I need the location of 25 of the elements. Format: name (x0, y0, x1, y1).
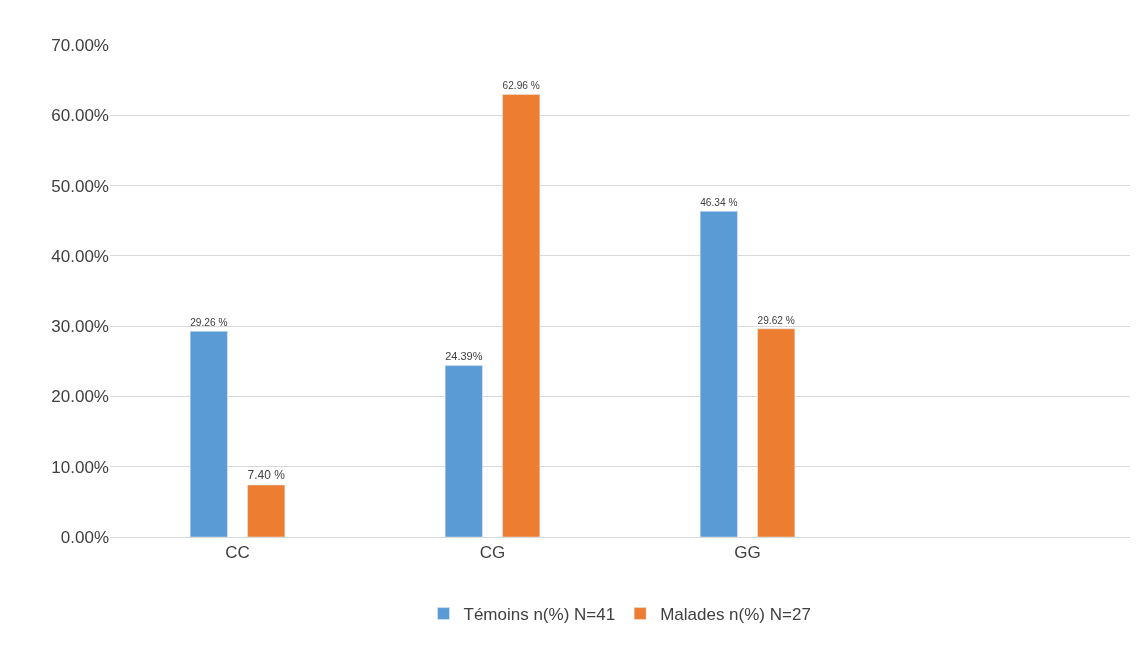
data-label: 7.40 % (247, 468, 286, 483)
y-tick-label: 20.00% (51, 387, 109, 407)
bar (757, 328, 796, 537)
bar (189, 331, 228, 537)
y-tick-label: 60.00% (51, 106, 109, 126)
x-tick-label: CC (225, 543, 250, 563)
y-tick-label: 30.00% (51, 317, 109, 337)
y-tick-label: 40.00% (51, 246, 109, 266)
data-label: 29.26 % (190, 317, 228, 329)
x-tick-label: CG (479, 543, 506, 563)
bar (247, 484, 286, 537)
bar (444, 365, 483, 537)
y-tick-label: 0.00% (60, 527, 109, 547)
data-label: 62.96 % (502, 80, 540, 92)
x-tick-label: GG (734, 543, 761, 563)
y-tick-label: 50.00% (51, 176, 109, 196)
data-label: 24.39% (445, 350, 483, 363)
bar (502, 94, 541, 537)
bar (699, 211, 738, 537)
y-tick-label: 70.00% (51, 35, 109, 55)
legend-label: Témoins n(%) N=41 (463, 605, 616, 625)
data-label: 46.34 % (700, 197, 738, 209)
data-label: 29.62 % (757, 314, 795, 326)
y-tick-label: 10.00% (51, 457, 109, 477)
legend-label: Malades n(%) N=27 (660, 605, 811, 625)
